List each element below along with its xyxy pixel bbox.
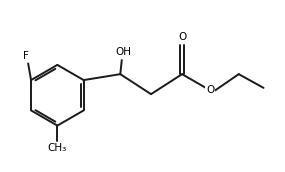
Text: OH: OH [116,47,132,57]
Text: F: F [23,51,28,61]
Text: O: O [178,32,186,42]
Text: CH₃: CH₃ [48,143,67,153]
Text: O: O [206,85,214,95]
